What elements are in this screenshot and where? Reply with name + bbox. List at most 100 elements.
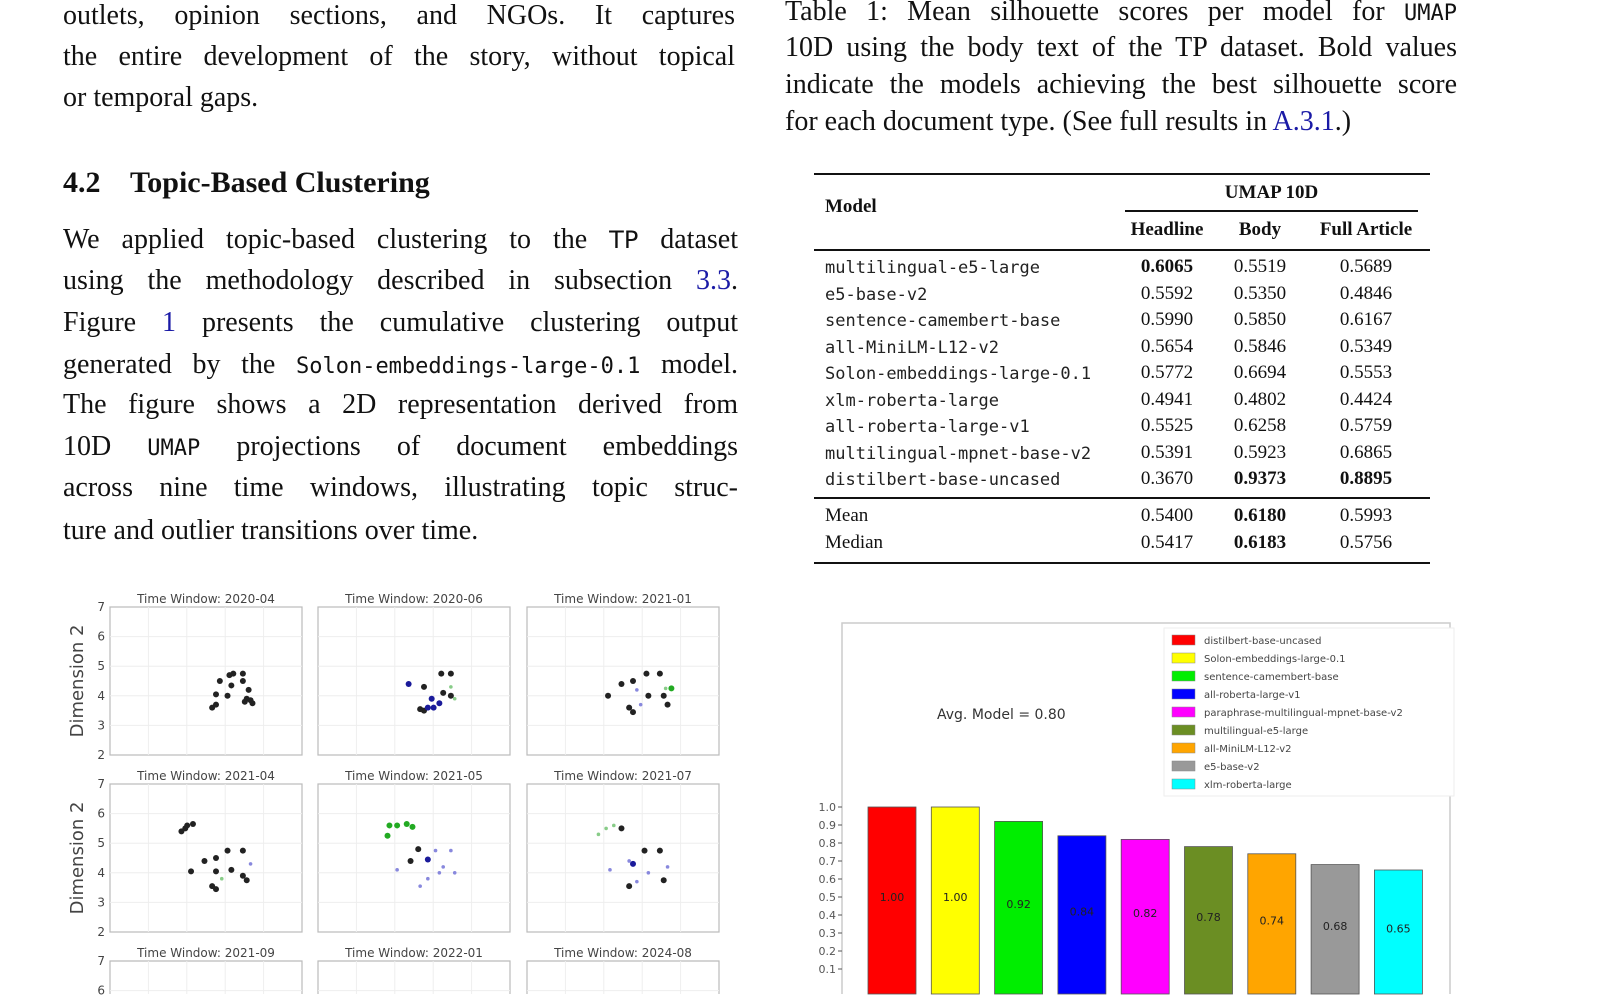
y-tick-label: 0.8 — [819, 837, 837, 850]
score-cell: 0.6694 — [1233, 362, 1287, 383]
legend-label: e5-base-v2 — [1204, 762, 1260, 773]
text-segment: TP — [609, 226, 639, 254]
data-point — [188, 868, 195, 875]
section-heading: 4.2 Topic-Based Clustering — [63, 166, 430, 200]
bar-value-label: 0.65 — [1386, 923, 1411, 936]
data-point — [635, 879, 639, 884]
panel-title: Time Window: 2021-09 — [136, 946, 275, 960]
panel-title: Time Window: 2020-06 — [344, 592, 483, 606]
panel-frame — [526, 960, 720, 994]
summary-label: Mean — [825, 505, 869, 526]
data-point — [230, 670, 237, 677]
data-point — [248, 862, 253, 866]
score-cell: 0.5519 — [1233, 256, 1287, 277]
score-cell: 0.6180 — [1233, 505, 1287, 526]
data-point — [635, 688, 639, 692]
legend-swatch — [1171, 742, 1196, 754]
text-segment: presents the cumulative clustering outpu… — [176, 307, 738, 338]
panel-title: Time Window: 2021-01 — [553, 592, 692, 606]
data-point — [239, 678, 246, 684]
y-tick-label: 4 — [97, 866, 105, 880]
panel-frame — [317, 783, 511, 933]
data-point — [626, 883, 633, 890]
data-point — [663, 686, 668, 691]
y-tick-label: 5 — [97, 836, 105, 850]
score-cell: 0.6183 — [1233, 532, 1287, 553]
y-tick-label: 0.9 — [819, 819, 837, 832]
data-point — [627, 859, 631, 863]
legend-label: multilingual-e5-large — [1204, 726, 1308, 737]
scatter-panel: Time Window: 2020-04 7 6 5 4 3 2 Dimension 2 — [67, 592, 303, 762]
score-cell: 0.5689 — [1339, 256, 1393, 277]
text-line: 10D using the body text of the TP datase… — [785, 32, 1457, 64]
y-tick-label: 7 — [97, 600, 105, 614]
cross-reference-link[interactable]: A.3.1 — [1272, 106, 1335, 137]
data-point — [665, 865, 670, 869]
score-cell: 0.8895 — [1339, 468, 1393, 489]
model-name: multilingual-mpnet-base-v2 — [825, 443, 1092, 464]
text-segment: Table 1: Mean silhouette scores per mode… — [785, 0, 1405, 27]
y-axis-label: Dimension 2 — [67, 625, 88, 738]
score-cell: 0.5553 — [1339, 362, 1393, 383]
cross-reference-link[interactable]: 3.3 — [696, 265, 731, 296]
panel-title: Time Window: 2021-04 — [136, 769, 275, 783]
model-header: Model — [825, 196, 877, 217]
data-point — [216, 678, 223, 684]
model-name: xlm-roberta-large — [825, 390, 999, 411]
data-point — [428, 695, 435, 702]
plot-frame — [841, 622, 1451, 994]
data-point — [638, 702, 643, 707]
data-point — [437, 871, 442, 875]
data-point — [184, 822, 191, 829]
text-line: indicate the models achieving the best s… — [785, 69, 1457, 101]
scatter-panel: Time Window: 2024-08 — [526, 946, 720, 994]
text-segment: model. — [640, 349, 738, 380]
data-point — [452, 871, 457, 875]
panel-frame — [317, 960, 511, 994]
panel-frame — [526, 783, 720, 933]
header-rule — [814, 249, 1430, 251]
text-segment: across nine time windows, illustrating t… — [63, 472, 738, 503]
data-point — [626, 704, 633, 711]
cross-reference-link[interactable]: 1 — [162, 307, 177, 338]
data-point — [645, 692, 652, 699]
bar-chart-figure: Mean number of outliers validating H per… — [819, 622, 1455, 995]
scatter-panel: Time Window: 2021-04 7 6 5 4 3 2 Dimension 2 — [67, 769, 303, 939]
data-point — [213, 701, 219, 708]
panel-frame — [317, 606, 511, 756]
data-point — [249, 700, 256, 707]
scatter-panel: Time Window: 2021-07 — [526, 769, 720, 933]
data-point — [239, 670, 246, 677]
data-point — [424, 704, 431, 711]
text-line: The figure shows a 2D representation der… — [63, 389, 738, 421]
scatter-panel: Time Window: 2021-05 — [317, 769, 511, 933]
bar-value-label: 0.68 — [1323, 920, 1348, 933]
data-point — [440, 689, 447, 696]
table-bottom-rule — [814, 562, 1430, 564]
code-text: UMAP — [1404, 1, 1457, 26]
text-line: Table 1: Mean silhouette scores per mode… — [785, 0, 1457, 30]
data-point — [395, 868, 399, 872]
y-tick-label: 6 — [97, 984, 105, 995]
data-point — [213, 855, 219, 861]
score-cell: 0.5850 — [1233, 309, 1287, 330]
bar — [1057, 835, 1107, 995]
data-point — [452, 696, 457, 701]
bar — [1120, 838, 1170, 995]
legend-swatch — [1171, 724, 1196, 736]
score-cell: 0.5654 — [1140, 335, 1194, 357]
score-cell: 0.6167 — [1339, 309, 1393, 330]
score-cell: 0.5990 — [1140, 309, 1194, 330]
legend-label: all-MiniLM-L12-v2 — [1204, 744, 1292, 755]
y-tick-label: 2 — [97, 748, 105, 762]
data-point — [386, 822, 393, 829]
data-point — [424, 856, 431, 863]
bar-value-label: 1.00 — [943, 891, 968, 904]
bar-value-label: 0.78 — [1196, 911, 1221, 924]
group-rule — [1125, 210, 1418, 212]
text-segment: projections of document embeddings — [200, 431, 738, 462]
y-tick-label: 4 — [97, 689, 105, 703]
text-line: We applied topic-based clustering to the… — [63, 224, 738, 256]
score-cell: 0.4846 — [1339, 282, 1393, 304]
text-line: or temporal gaps. — [63, 82, 735, 114]
